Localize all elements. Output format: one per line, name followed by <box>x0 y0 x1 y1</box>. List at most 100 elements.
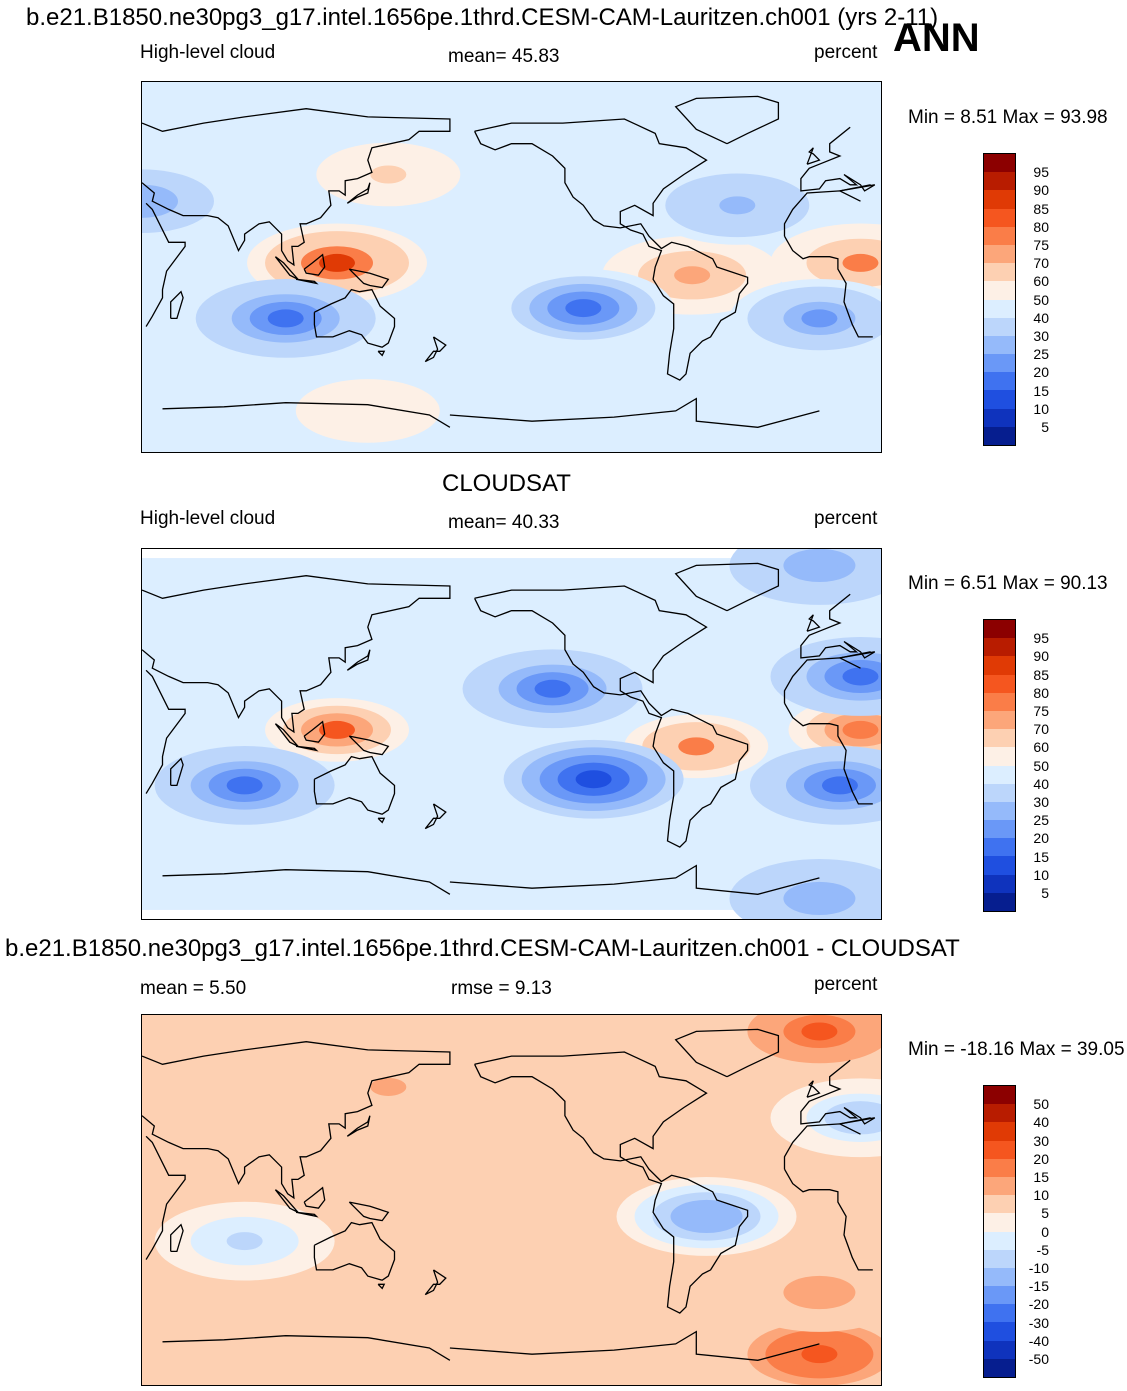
map-contour-blob <box>370 165 407 184</box>
coastline <box>800 126 876 192</box>
coastline <box>346 182 371 204</box>
colorbar-label: 15 <box>1033 382 1049 399</box>
colorbar-swatch <box>984 1358 1015 1377</box>
map-contour-blob <box>575 770 612 789</box>
coastline <box>449 864 820 895</box>
coastline <box>170 1223 184 1253</box>
coastline <box>474 118 749 381</box>
colorbar-label: 0 <box>1041 1223 1049 1240</box>
map-contour-blob <box>370 1077 407 1096</box>
colorbar-label: 25 <box>1033 346 1049 363</box>
colorbar-swatch <box>984 620 1015 639</box>
colorbar-swatch <box>984 747 1015 766</box>
panel2-map <box>141 548 882 920</box>
coastline <box>346 649 371 671</box>
coastline <box>142 575 451 734</box>
colorbar-label: 20 <box>1033 364 1049 381</box>
coastline <box>674 1028 780 1078</box>
colorbar-swatch <box>984 1231 1015 1250</box>
colorbar-label: 25 <box>1033 812 1049 829</box>
colorbar-swatch <box>984 1249 1015 1268</box>
coastline <box>449 397 820 428</box>
colorbar-label: -15 <box>1028 1278 1049 1295</box>
colorbar-label: 5 <box>1041 1205 1049 1222</box>
colorbar-label: 90 <box>1033 648 1049 665</box>
colorbar-label: 70 <box>1033 721 1049 738</box>
colorbar-swatch <box>984 190 1015 209</box>
coastline <box>303 720 326 743</box>
panel1-map <box>141 81 882 453</box>
colorbar-label: 85 <box>1033 200 1049 217</box>
colorbar-swatch <box>984 335 1015 355</box>
coastline <box>424 803 447 830</box>
colorbar-label: 30 <box>1033 1132 1049 1149</box>
colorbar-label: 5 <box>1041 419 1049 435</box>
colorbar-swatch <box>984 1322 1015 1341</box>
colorbar-label: 80 <box>1033 218 1049 235</box>
colorbar-label: 85 <box>1033 666 1049 683</box>
colorbar-swatch <box>984 317 1015 336</box>
map-contour-blob <box>319 720 356 739</box>
colorbar-label: -20 <box>1028 1296 1049 1313</box>
map-contour-blob <box>801 1345 838 1364</box>
coastline <box>783 235 873 338</box>
colorbar-label: 75 <box>1033 703 1049 719</box>
map-contour-blob <box>534 679 571 698</box>
colorbar-swatch <box>984 372 1015 391</box>
colorbar-label: 40 <box>1033 309 1049 326</box>
coastline <box>783 1168 873 1271</box>
colorbar-label: 80 <box>1033 684 1049 701</box>
colorbar-swatch <box>984 820 1015 839</box>
panel1-colorbar <box>983 153 1016 446</box>
coastline <box>145 669 186 794</box>
colorbar-swatch <box>984 1267 1015 1287</box>
colorbar-swatch <box>984 408 1015 427</box>
colorbar-swatch <box>984 801 1015 821</box>
colorbar-swatch <box>984 838 1015 857</box>
colorbar-label: -5 <box>1036 1241 1049 1258</box>
coastline <box>303 253 326 276</box>
coastline <box>348 1201 390 1222</box>
coastline <box>800 593 876 659</box>
colorbar-label: 50 <box>1033 757 1049 774</box>
colorbar-label: 20 <box>1033 830 1049 847</box>
coastline <box>474 585 749 848</box>
map-contour-blob <box>678 737 715 756</box>
colorbar-swatch <box>984 892 1015 911</box>
colorbar-swatch <box>984 1286 1015 1305</box>
map-contour-blob <box>801 1022 838 1041</box>
panel1-mean-label: mean= 45.83 <box>448 46 560 67</box>
colorbar-swatch <box>984 1158 1015 1177</box>
coastline <box>674 562 780 612</box>
colorbar-label: 10 <box>1033 1187 1049 1204</box>
coastline <box>295 745 319 752</box>
map-nodata-south <box>142 909 881 919</box>
map-contour-blob <box>226 1232 263 1251</box>
colorbar-swatch <box>984 1176 1015 1196</box>
map-contour-blob <box>842 253 879 272</box>
map-contour-blob <box>842 720 879 739</box>
coastline <box>424 336 447 363</box>
coastline <box>348 735 390 756</box>
colorbar-label: 40 <box>1033 1114 1049 1131</box>
panel1-units-label: percent <box>814 42 878 63</box>
panel3-map <box>141 1014 882 1386</box>
colorbar-label: 15 <box>1033 848 1049 865</box>
colorbar-swatch <box>984 226 1015 245</box>
colorbar-label: 10 <box>1033 866 1049 883</box>
colorbar-label: 95 <box>1033 164 1049 181</box>
main-title: b.e21.B1850.ne30pg3_g17.intel.1656pe.1th… <box>26 4 939 31</box>
colorbar-swatch <box>984 172 1015 191</box>
coastline <box>377 817 386 824</box>
map-contour-blob <box>801 556 838 575</box>
coastline <box>783 1123 861 1170</box>
colorbar-swatch <box>984 299 1015 318</box>
map-contour-blob <box>688 1207 725 1226</box>
coastline <box>346 1115 371 1137</box>
coastline <box>142 1041 451 1200</box>
coastline <box>806 614 821 632</box>
map-contour-blob <box>493 1170 530 1189</box>
panel2-minmax: Min = 6.51 Max = 90.13 <box>908 573 1108 594</box>
coastline <box>145 202 186 327</box>
panel3-colorbar <box>983 1085 1016 1378</box>
